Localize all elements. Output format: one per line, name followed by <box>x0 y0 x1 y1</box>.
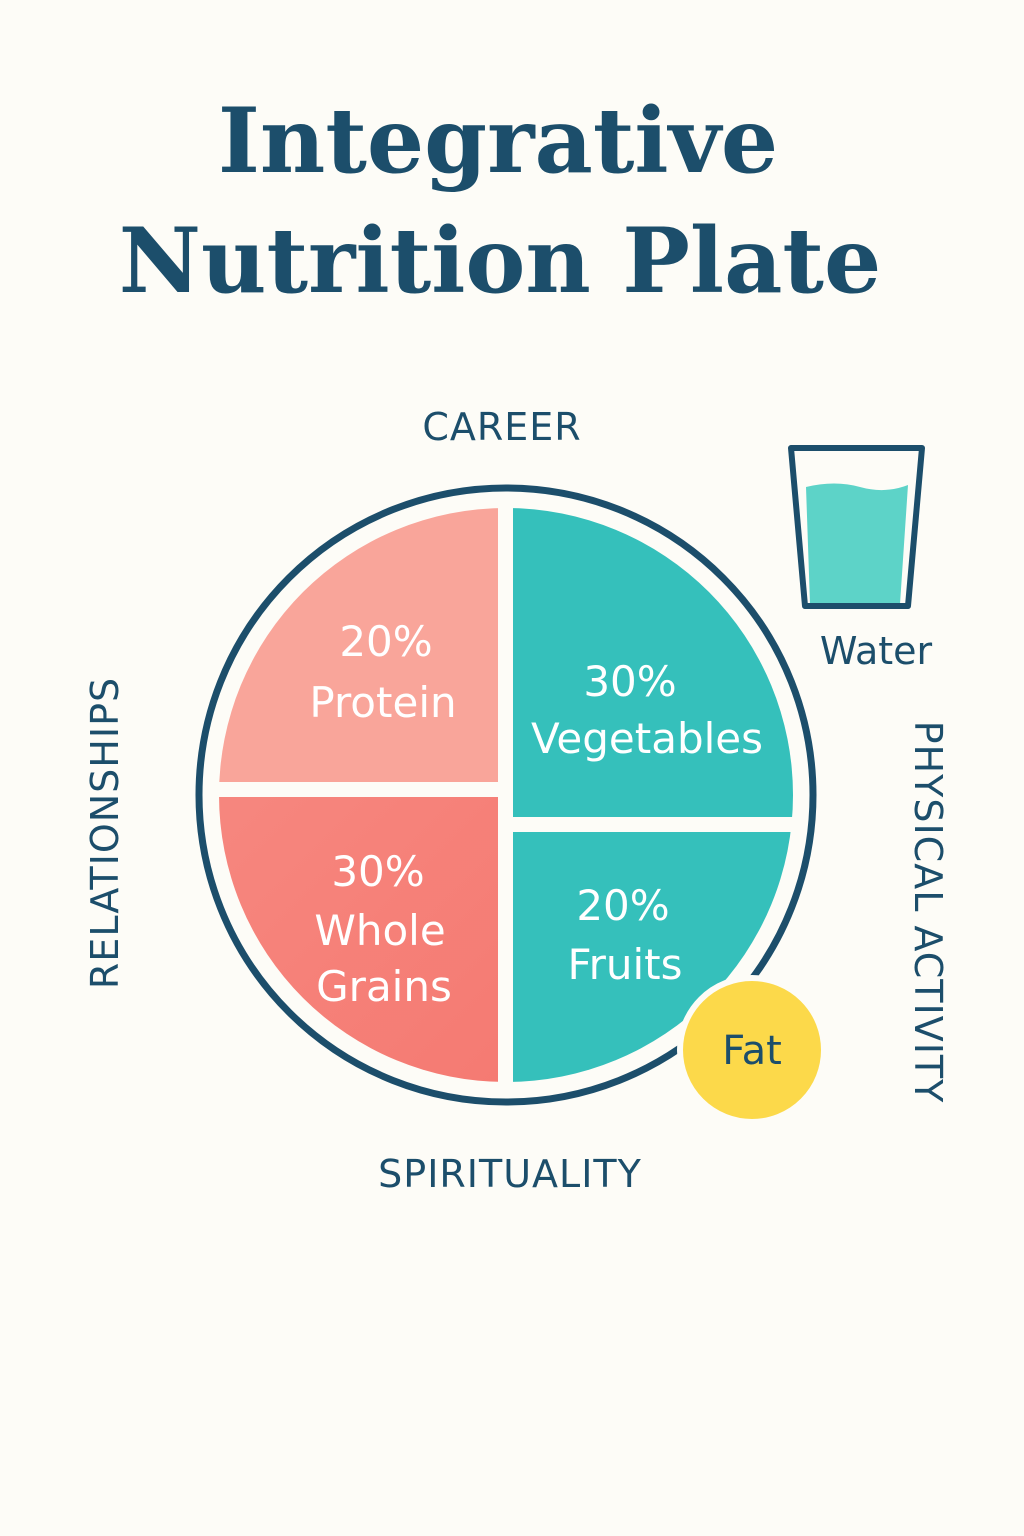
section-name: Vegetables <box>531 714 763 763</box>
section-percent: 30% <box>583 657 676 706</box>
section-percent: 20% <box>339 617 432 666</box>
fat-circle <box>677 975 827 1125</box>
water-glass <box>788 445 925 609</box>
section-name: Grains <box>316 962 452 1011</box>
label-career: CAREER <box>422 405 581 449</box>
title-line: Integrative <box>218 88 778 194</box>
section-name: Fruits <box>567 940 682 989</box>
label-spirituality: SPIRITUALITY <box>378 1152 642 1196</box>
label-relationships: RELATIONSHIPS <box>83 677 127 989</box>
title-line: Nutrition Plate <box>119 208 881 314</box>
section-percent: 20% <box>576 881 669 930</box>
section-name: Whole <box>314 906 445 955</box>
section-percent: 30% <box>331 847 424 896</box>
section-name: Protein <box>309 678 456 727</box>
label-physical-activity: PHYSICAL ACTIVITY <box>906 721 950 1104</box>
water-label: Water <box>820 629 933 673</box>
fat-label: Fat <box>722 1028 782 1074</box>
